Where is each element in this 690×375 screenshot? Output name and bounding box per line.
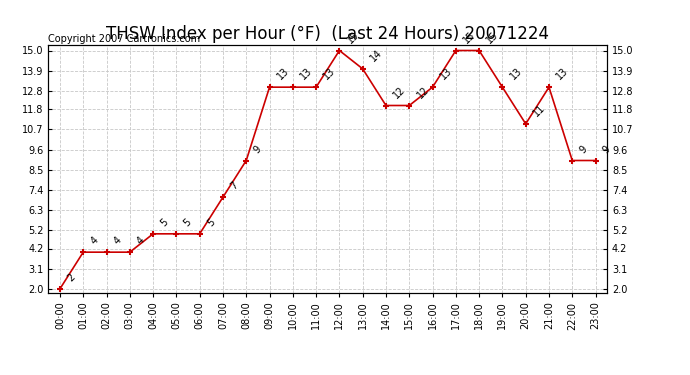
Text: 7: 7 (228, 180, 240, 192)
Text: 5: 5 (182, 217, 193, 228)
Text: 4: 4 (89, 235, 100, 247)
Text: 13: 13 (508, 66, 524, 82)
Text: 13: 13 (322, 66, 337, 82)
Text: 11: 11 (531, 102, 547, 118)
Text: 13: 13 (275, 66, 290, 82)
Text: 2: 2 (66, 272, 77, 283)
Text: 13: 13 (555, 66, 570, 82)
Text: 13: 13 (298, 66, 314, 82)
Text: 5: 5 (205, 217, 217, 228)
Text: 4: 4 (135, 235, 147, 247)
Text: 9: 9 (601, 144, 613, 155)
Text: 15: 15 (345, 29, 361, 45)
Text: 15: 15 (484, 29, 500, 45)
Text: 13: 13 (438, 66, 454, 82)
Text: 5: 5 (159, 217, 170, 228)
Text: 9: 9 (578, 144, 589, 155)
Text: 9: 9 (252, 144, 263, 155)
Text: Copyright 2007 Cartronics.com: Copyright 2007 Cartronics.com (48, 34, 200, 44)
Text: 4: 4 (112, 235, 124, 247)
Text: 12: 12 (391, 84, 407, 100)
Text: 15: 15 (462, 29, 477, 45)
Title: THSW Index per Hour (°F)  (Last 24 Hours) 20071224: THSW Index per Hour (°F) (Last 24 Hours)… (106, 26, 549, 44)
Text: 12: 12 (415, 84, 431, 100)
Text: 14: 14 (368, 48, 384, 63)
